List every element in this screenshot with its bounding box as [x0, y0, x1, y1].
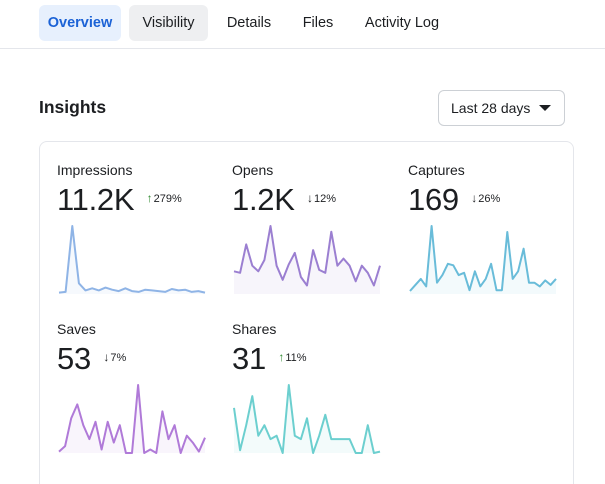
metric-captures[interactable]: Captures 169 ↓26% [408, 162, 560, 294]
metric-value: 169 [408, 182, 459, 217]
metric-label: Impressions [57, 162, 133, 178]
metric-value-row: 1.2K ↓12% [232, 182, 336, 218]
sparkline-opens-line [233, 225, 381, 287]
sparkline-captures-area [410, 226, 556, 294]
metric-value: 31 [232, 341, 266, 376]
sparkline-impressions-line [58, 225, 206, 294]
metric-value: 1.2K [232, 182, 295, 217]
metric-impressions[interactable]: Impressions 11.2K ↑279% [57, 162, 209, 294]
insights-title: Insights [39, 97, 107, 117]
sparkline-captures [409, 225, 557, 294]
metric-change: ↓26% [471, 191, 501, 205]
sparkline-captures-line [409, 225, 557, 292]
tab-activity-log[interactable]: Activity Log [364, 15, 440, 31]
metric-change: ↑279% [146, 191, 182, 205]
arrow-down-icon: ↓ [307, 191, 314, 205]
sparkline-shares [233, 384, 381, 454]
sparkline-saves-line [58, 384, 206, 454]
arrow-up-icon: ↑ [146, 191, 153, 205]
metric-opens[interactable]: Opens 1.2K ↓12% [232, 162, 384, 294]
tab-details[interactable]: Details [226, 15, 272, 31]
metric-change-value: 26% [478, 193, 501, 205]
metric-shares[interactable]: Shares 31 ↑11% [232, 321, 384, 454]
sparkline-opens [233, 225, 381, 294]
metric-label: Captures [408, 162, 465, 178]
insights-card: Impressions 11.2K ↑279% Opens 1.2K ↓12% … [39, 141, 574, 484]
metric-change-value: 12% [314, 193, 337, 205]
metric-change-value: 7% [110, 352, 127, 364]
metric-label: Saves [57, 321, 96, 337]
metric-value: 53 [57, 341, 91, 376]
tab-visibility[interactable]: Visibility [129, 5, 208, 41]
date-range-selected: Last 28 days [451, 100, 531, 116]
metric-value-row: 169 ↓26% [408, 182, 500, 218]
metric-change-value: 279% [153, 193, 182, 205]
metric-label: Opens [232, 162, 274, 178]
sparkline-saves-area [59, 385, 205, 453]
metric-change: ↓12% [307, 191, 337, 205]
metric-value-row: 31 ↑11% [232, 341, 307, 377]
sparkline-shares-line [233, 384, 381, 454]
sparkline-impressions [58, 225, 206, 294]
tab-overview[interactable]: Overview [39, 5, 121, 41]
arrow-up-icon: ↑ [278, 350, 285, 364]
metric-saves[interactable]: Saves 53 ↓7% [57, 321, 209, 454]
arrow-down-icon: ↓ [471, 191, 478, 205]
metric-value-row: 53 ↓7% [57, 341, 126, 377]
metric-value: 11.2K [57, 182, 135, 217]
metric-value-row: 11.2K ↑279% [57, 182, 182, 218]
caret-down-icon [539, 105, 551, 111]
sparkline-opens-area [234, 226, 380, 294]
metric-change: ↑11% [278, 350, 307, 364]
date-range-dropdown[interactable]: Last 28 days [438, 90, 565, 126]
tab-files[interactable]: Files [302, 15, 334, 31]
arrow-down-icon: ↓ [103, 350, 110, 364]
metric-change: ↓7% [103, 350, 127, 364]
sparkline-saves [58, 384, 206, 454]
metric-label: Shares [232, 321, 277, 337]
sparkline-impressions-area [59, 226, 205, 294]
metric-change-value: 11% [285, 352, 307, 364]
tab-bar: Overview Visibility Details Files Activi… [0, 0, 605, 49]
